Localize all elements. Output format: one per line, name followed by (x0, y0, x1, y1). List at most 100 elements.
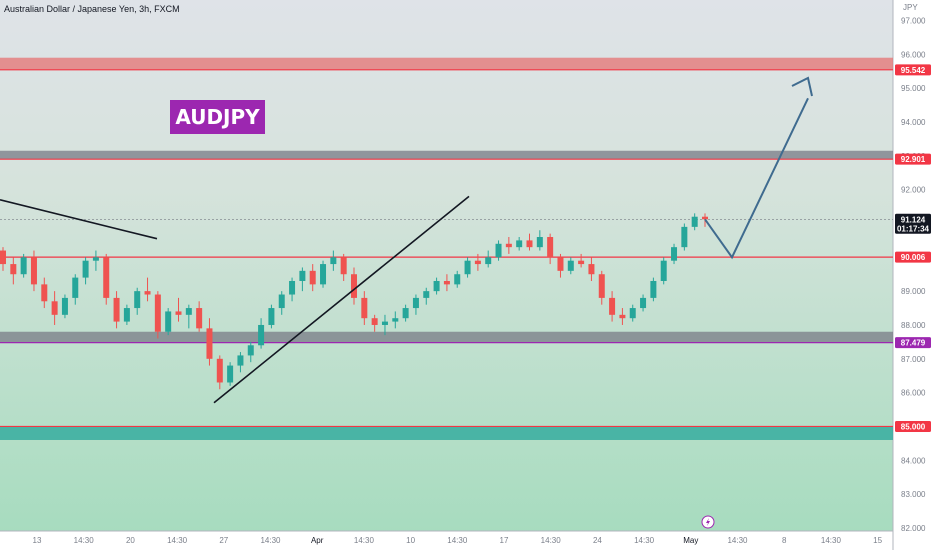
candle-body (278, 294, 285, 309)
candle-body (464, 260, 471, 275)
price-tag (895, 337, 931, 349)
x-tick-label: 20 (126, 536, 135, 545)
candle-body (598, 274, 605, 298)
candle-body (51, 301, 58, 315)
candle-body (247, 345, 254, 356)
candle-body (619, 314, 626, 319)
symbol-title: Australian Dollar / Japanese Yen, 3h, FX… (4, 4, 180, 14)
candle-body (123, 308, 130, 322)
candle-body (485, 257, 492, 265)
candle-body (609, 297, 616, 315)
candle-body (30, 257, 37, 285)
candle-body (567, 260, 574, 271)
candle-body (681, 226, 688, 248)
price-tag (895, 420, 931, 432)
candle-body (495, 243, 502, 258)
candle-body (381, 321, 388, 325)
candle-body (10, 264, 17, 275)
candle-body (371, 318, 378, 325)
y-tick-label: 92.000 (901, 186, 926, 195)
symbol-badge: AUDJPY (170, 100, 265, 134)
candle-body (660, 260, 667, 281)
currency-label: JPY (903, 3, 918, 12)
countdown-label: 01:17:34 (897, 224, 930, 233)
candle-body (268, 308, 275, 325)
drawings-layer (0, 76, 813, 404)
x-tick-label: 14:30 (821, 536, 842, 545)
candle-body (206, 328, 213, 359)
candle-body (629, 308, 636, 319)
x-tick-label: 10 (406, 536, 415, 545)
candle-body (516, 240, 523, 248)
candle-body (237, 355, 244, 366)
candle-body (340, 257, 347, 275)
candle-body (330, 257, 337, 265)
candle-body (443, 280, 450, 285)
y-tick-label: 89.000 (901, 287, 926, 296)
candle-body (505, 243, 512, 248)
candle-body (258, 324, 265, 346)
price-axis-background (893, 0, 932, 550)
candle-body (227, 365, 234, 383)
y-tick-label: 87.000 (901, 355, 926, 364)
candle-body (134, 291, 141, 309)
price-tag-label: 87.479 (901, 339, 926, 348)
x-tick-label: 27 (219, 536, 228, 545)
candle-body (196, 308, 203, 329)
x-tick-label: 14:30 (354, 536, 375, 545)
price-tag (895, 251, 931, 263)
candle-body (92, 257, 99, 261)
x-tick-label: 14:30 (634, 536, 655, 545)
projection-arrow-path (704, 97, 809, 260)
candle-body (433, 280, 440, 292)
downtrend-line (0, 199, 158, 240)
x-tick-label: 14:30 (541, 536, 562, 545)
x-tick-label: 14:30 (167, 536, 188, 545)
candle-body (671, 247, 678, 261)
price-tag-label: 95.542 (901, 66, 926, 75)
x-tick-label: May (683, 536, 698, 545)
candle-body (392, 318, 399, 322)
y-tick-label: 84.000 (901, 456, 926, 465)
y-tick-label: 86.000 (901, 389, 926, 398)
y-tick-label: 94.000 (901, 118, 926, 127)
x-tick-label: 14:30 (74, 536, 95, 545)
candle-body (474, 260, 481, 265)
candle-body (578, 260, 585, 265)
time-axis-background (0, 531, 893, 550)
candle-body (402, 308, 409, 319)
candle-body (557, 257, 564, 271)
candle-body (320, 264, 327, 285)
zones-layer (0, 57, 893, 440)
candle-body (412, 297, 419, 309)
price-tag (895, 213, 931, 234)
candle-body (702, 216, 708, 220)
candle-body (165, 311, 172, 332)
projection-arrow-head (791, 76, 813, 97)
candle-body (299, 270, 306, 281)
plot-background (0, 0, 893, 531)
resistance-zone-top (0, 57, 893, 70)
x-tick-label: 13 (33, 536, 42, 545)
x-tick-label: 14:30 (260, 536, 281, 545)
price-tag-label: 92.901 (901, 155, 926, 164)
price-tag-label: 90.006 (901, 253, 926, 262)
lightning-bolt-icon[interactable] (701, 515, 715, 529)
candle-body (154, 294, 161, 332)
uptrend-line (213, 195, 470, 404)
candle-body (41, 284, 48, 302)
y-tick-label: 83.000 (901, 490, 926, 499)
x-axis[interactable]: 13 14:30 20 14:30 27 14:30 Apr 14:30 10 14:30 17 14… (33, 536, 883, 545)
x-tick-label: 8 (782, 536, 787, 545)
price-tag (895, 153, 931, 165)
x-tick-label: Apr (311, 536, 324, 545)
y-tick-label: 97.000 (901, 17, 926, 26)
candle-body (351, 274, 357, 298)
levels-layer (0, 69, 893, 428)
y-tick-label: 96.000 (901, 50, 926, 59)
candle-body (144, 291, 151, 295)
candle-body (82, 260, 89, 278)
